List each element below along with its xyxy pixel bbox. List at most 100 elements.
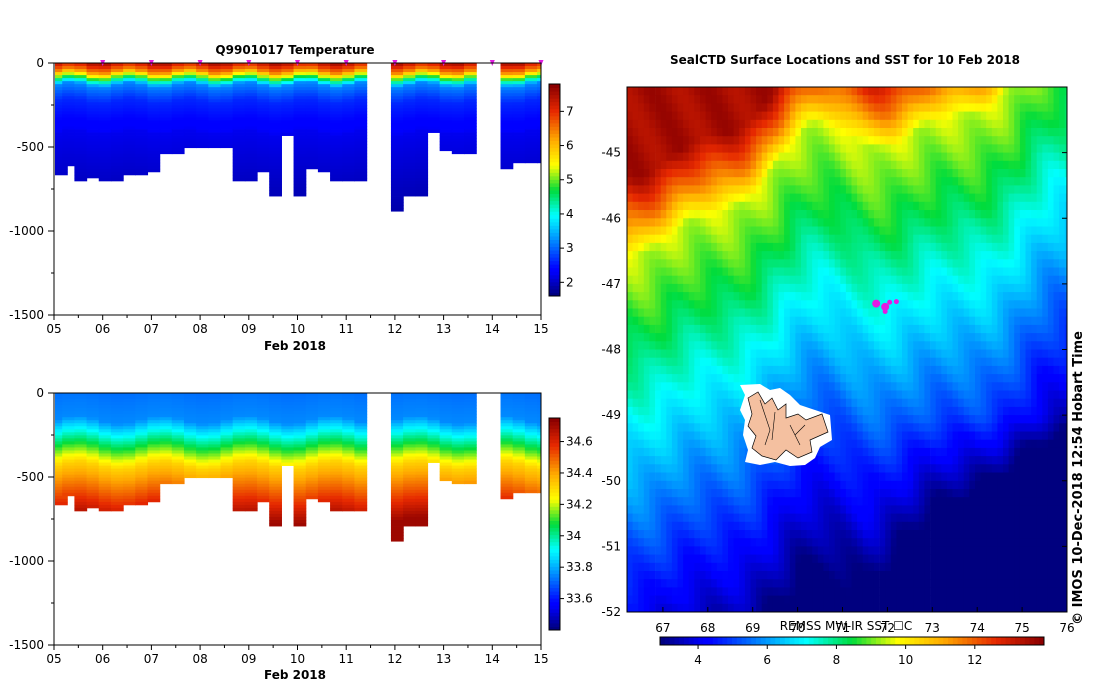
section-cell <box>55 111 68 115</box>
section-cell <box>257 126 270 130</box>
section-cell <box>135 114 149 118</box>
colorbar-tick-label: 33.8 <box>566 560 593 574</box>
colorbar-swatch <box>549 580 560 585</box>
section-cell <box>220 426 234 430</box>
section-cell <box>390 450 404 454</box>
sst-cell <box>632 275 639 285</box>
y-tick-label: -500 <box>17 470 44 484</box>
section-cell <box>524 477 538 482</box>
section-cell <box>415 87 429 91</box>
sst-cell <box>1047 152 1054 162</box>
sst-cell <box>1059 160 1066 170</box>
sst-cell <box>643 201 650 211</box>
sst-cell <box>655 128 662 137</box>
sst-cell <box>1025 300 1032 309</box>
section-cell <box>427 63 441 67</box>
sst-cell <box>851 185 858 194</box>
section-cell <box>196 135 209 139</box>
section-cell <box>342 411 356 415</box>
section-cell <box>55 459 68 463</box>
sst-cell <box>873 128 880 137</box>
section-cell <box>354 441 368 445</box>
section-cell <box>244 498 258 503</box>
sst-cell <box>879 128 886 137</box>
section-cell <box>305 417 319 421</box>
section-cell <box>500 480 514 485</box>
sst-cell <box>857 169 864 178</box>
x-tick-label: 08 <box>192 322 207 336</box>
sst-cell <box>1014 111 1021 121</box>
sst-cell <box>795 87 802 96</box>
colorbar-swatch <box>549 527 560 532</box>
section-cell <box>147 447 161 451</box>
section-cell <box>500 447 514 451</box>
sst-cell <box>952 218 959 227</box>
section-cell <box>403 408 416 412</box>
section-cell <box>196 405 209 409</box>
section-cell <box>55 138 68 143</box>
section-cell <box>293 465 307 469</box>
sst-cell <box>930 185 937 194</box>
sst-cell <box>728 275 734 285</box>
section-cell <box>281 393 295 397</box>
sst-cell <box>683 185 690 194</box>
sst-cell <box>840 251 847 260</box>
section-cell <box>464 420 477 424</box>
sst-cell <box>829 128 835 137</box>
sst-cell <box>845 226 852 236</box>
sst-cell <box>722 111 729 121</box>
sst-cell <box>857 160 864 170</box>
sst-cell <box>930 111 937 121</box>
sst-cell <box>784 144 791 153</box>
section-cell <box>208 444 222 448</box>
section-cell <box>512 408 526 412</box>
sst-cell <box>1042 169 1049 178</box>
section-cell <box>55 129 68 133</box>
sst-cell <box>711 95 718 104</box>
sst-cell <box>666 177 673 186</box>
section-cell <box>269 444 282 448</box>
section-cell <box>305 114 319 118</box>
section-cell <box>171 435 185 439</box>
sst-cell <box>677 193 684 203</box>
section-cell <box>269 126 282 130</box>
sst-cell <box>1042 275 1049 285</box>
sst-cell <box>739 144 746 153</box>
sst-cell <box>801 160 807 170</box>
section-cell <box>62 153 75 158</box>
sst-cell <box>666 193 673 203</box>
sst-cell <box>958 136 965 145</box>
sst-cell <box>733 103 740 112</box>
sst-cell <box>975 111 981 121</box>
section-cell <box>415 186 429 191</box>
colorbar-tick-label: 34.4 <box>566 466 593 480</box>
section-cell <box>159 474 173 479</box>
sst-cell <box>795 160 802 170</box>
section-cell <box>86 117 100 121</box>
sst-cell <box>638 218 645 227</box>
sst-cell <box>767 160 774 170</box>
sst-cell <box>705 103 712 112</box>
section-cell <box>500 450 514 454</box>
colorbar-swatch <box>549 492 560 497</box>
sst-cell <box>1008 144 1015 153</box>
sst-cell <box>806 111 813 121</box>
sst-cell <box>857 226 864 236</box>
section-cell <box>390 93 404 97</box>
section-cell <box>159 96 173 100</box>
sst-cell <box>862 242 869 252</box>
section-cell <box>415 183 429 188</box>
section-cell <box>354 177 368 182</box>
section-cell <box>257 396 270 400</box>
section-cell <box>512 126 526 130</box>
section-cell <box>220 417 234 421</box>
section-cell <box>293 72 307 76</box>
section-cell <box>464 87 477 91</box>
section-cell <box>439 429 453 433</box>
sst-cell <box>1031 300 1038 309</box>
section-cell <box>269 408 282 412</box>
section-cell <box>123 162 136 167</box>
sst-cell <box>941 144 948 153</box>
sst-cell <box>986 242 993 252</box>
section-cell <box>74 444 88 448</box>
